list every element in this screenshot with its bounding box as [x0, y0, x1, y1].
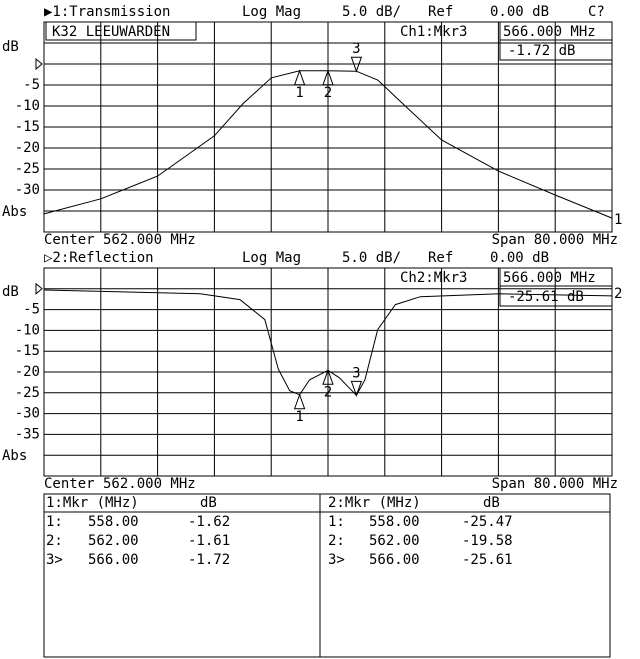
active-marker: Ch1:Mkr3: [400, 24, 467, 40]
readout-box: [499, 285, 613, 307]
marker: [350, 380, 363, 397]
y-abs: Abs: [2, 448, 27, 464]
table-cell: 3>: [328, 552, 345, 568]
table-header: 1:Mkr (MHz): [46, 495, 139, 511]
table-cell: 566.00: [369, 552, 420, 568]
table-cell: 3>: [46, 552, 63, 568]
channel-title: ▷2:Reflection: [44, 250, 154, 266]
table-cell: -25.47: [462, 514, 513, 530]
ref-arrow: [35, 282, 43, 295]
y-abs: Abs: [2, 204, 27, 220]
trace-label: 1: [614, 212, 622, 228]
center: Center 562.000 MHz: [44, 476, 196, 492]
y-tick-label: -15: [15, 119, 40, 135]
table-cell: -1.62: [188, 514, 230, 530]
active-freq: 566.000 MHz: [503, 270, 596, 286]
ref-arrow: [35, 57, 43, 71]
marker: [293, 393, 306, 410]
y-tick-label: -30: [15, 182, 40, 198]
y-tick-label: -35: [15, 426, 40, 442]
center: Center 562.000 MHz: [44, 232, 196, 248]
table-cell: 2:: [328, 533, 345, 549]
y-unit: dB: [2, 39, 19, 55]
table-cell: 566.00: [88, 552, 139, 568]
table-cell: 1:: [46, 514, 63, 530]
table-cell: -1.72: [188, 552, 230, 568]
marker: [350, 56, 363, 73]
ref-label: Ref: [428, 4, 453, 20]
table-header: 2:Mkr (MHz): [328, 495, 421, 511]
table-cell: -25.61: [462, 552, 513, 568]
marker-label: 2: [324, 384, 332, 400]
active-freq: 566.000 MHz: [503, 24, 596, 40]
table-cell: 1:: [328, 514, 345, 530]
status: C?: [588, 4, 605, 20]
table-cell: -1.61: [188, 533, 230, 549]
span: Span 80.000 MHz: [492, 476, 618, 492]
ref-value: 0.00 dB: [490, 4, 549, 20]
channel-title: ▶1:Transmission: [44, 4, 170, 20]
ref-label: Ref: [428, 250, 453, 266]
span: Span 80.000 MHz: [492, 232, 618, 248]
format: Log Mag: [242, 250, 301, 266]
marker: [322, 69, 334, 86]
y-tick-label: -10: [15, 322, 40, 338]
ref-value: 0.00 dB: [490, 250, 549, 266]
marker-label: 3: [352, 365, 360, 381]
scale: 5.0 dB/: [342, 250, 401, 266]
y-tick-label: -25: [15, 161, 40, 177]
marker-label: 2: [324, 85, 332, 101]
format: Log Mag: [242, 4, 301, 20]
marker-label: 1: [295, 85, 303, 101]
table-cell: -19.58: [462, 533, 513, 549]
marker-label: 3: [352, 41, 360, 57]
y-tick-label: -20: [15, 364, 40, 380]
y-tick-label: -5: [23, 77, 40, 93]
active-value: -25.61 dB: [508, 289, 584, 305]
note: K32 LEEUWARDEN: [52, 24, 170, 40]
readout-box: [499, 39, 613, 61]
active-value: -1.72 dB: [508, 43, 575, 59]
table-cell: 562.00: [88, 533, 139, 549]
marker: [293, 69, 306, 86]
active-marker: Ch2:Mkr3: [400, 270, 467, 286]
trace-label: 2: [614, 286, 622, 302]
table-cell: 562.00: [369, 533, 420, 549]
marker-label: 1: [295, 409, 303, 425]
marker: [322, 368, 334, 385]
table-cell: 2:: [46, 533, 63, 549]
table-cell: 558.00: [369, 514, 420, 530]
scale: 5.0 dB/: [342, 4, 401, 20]
table-frame: [43, 493, 611, 658]
note-box: [45, 21, 197, 41]
y-tick-label: -15: [15, 343, 40, 359]
y-tick-label: -25: [15, 385, 40, 401]
y-unit: dB: [2, 284, 19, 300]
y-tick-label: -30: [15, 406, 40, 422]
y-tick-label: -5: [23, 302, 40, 318]
y-tick-label: -20: [15, 140, 40, 156]
table-cell: 558.00: [88, 514, 139, 530]
table-header: dB: [200, 495, 217, 511]
table-header: dB: [483, 495, 500, 511]
y-tick-label: -10: [15, 98, 40, 114]
